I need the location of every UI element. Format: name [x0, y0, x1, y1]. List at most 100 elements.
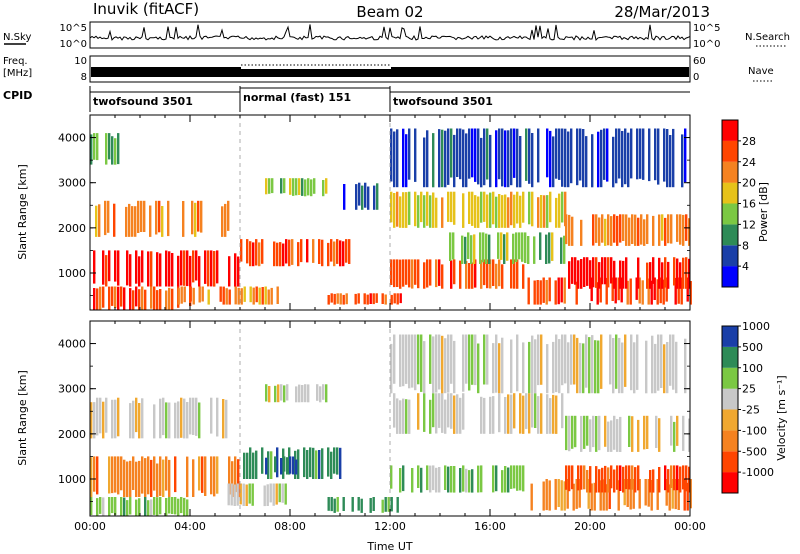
range-time-cell [665, 479, 668, 506]
range-time-cell [402, 259, 405, 287]
range-time-cell [519, 195, 522, 228]
range-time-cell [120, 286, 123, 307]
range-time-cell [114, 497, 117, 515]
range-time-cell [495, 196, 498, 228]
range-time-cell [561, 334, 564, 386]
range-time-cell [192, 287, 195, 305]
range-time-cell [336, 239, 339, 264]
range-time-cell [298, 178, 301, 195]
range-time-cell [658, 467, 661, 493]
freq-band-3 [391, 67, 689, 77]
range-time-cell [597, 131, 600, 188]
range-time-cell [620, 277, 623, 303]
colorbar-tick-label: 28 [742, 135, 756, 148]
range-time-cell [577, 465, 580, 491]
range-time-cell [261, 239, 264, 264]
range-time-cell [114, 138, 117, 165]
range-time-cell [183, 398, 186, 439]
range-time-cell [489, 192, 492, 228]
range-time-cell [552, 136, 555, 188]
range-time-cell [402, 128, 405, 188]
range-time-cell [580, 219, 583, 246]
range-time-cell [527, 277, 530, 305]
range-time-cell [656, 279, 659, 305]
range-time-cell [664, 217, 667, 246]
range-time-cell [271, 178, 274, 194]
range-time-cell [312, 447, 315, 479]
nave-tick-top: 60 [693, 56, 706, 67]
range-time-cell [99, 286, 102, 310]
range-time-cell [432, 336, 435, 394]
range-time-cell [626, 479, 629, 507]
range-time-cell [270, 287, 273, 305]
range-time-cell [558, 193, 561, 228]
range-time-cell [531, 133, 534, 188]
range-time-cell [390, 259, 393, 285]
cpid-segment-label: twofsound 3501 [393, 95, 493, 108]
range-time-cell [150, 459, 153, 497]
range-time-cell [399, 293, 402, 304]
range-time-cell [249, 241, 252, 267]
nsearch-tick-top: 10^5 [693, 23, 720, 34]
range-time-cell [177, 498, 180, 516]
range-time-cell [618, 128, 621, 179]
range-time-cell [613, 260, 616, 289]
range-time-cell [123, 287, 126, 310]
range-time-cell [351, 497, 354, 512]
range-time-cell [201, 286, 204, 302]
range-time-cell [165, 456, 168, 491]
range-time-cell [168, 251, 171, 287]
range-time-cell [295, 459, 298, 475]
range-time-cell [561, 393, 564, 429]
range-time-cell [685, 465, 688, 492]
range-time-cell [634, 214, 637, 246]
range-time-cell [495, 465, 498, 492]
range-time-cell [156, 252, 159, 287]
range-time-cell [528, 393, 531, 434]
range-time-cell [586, 257, 589, 286]
range-time-cell [243, 286, 246, 302]
range-time-cell [240, 239, 243, 262]
range-time-cell [402, 334, 405, 387]
range-time-cell [667, 469, 670, 493]
range-time-cell [515, 232, 518, 262]
range-time-cell [647, 278, 650, 305]
range-time-cell [277, 384, 280, 403]
range-time-cell [528, 191, 531, 225]
range-time-cell [613, 415, 616, 450]
range-time-cell [577, 260, 580, 289]
range-time-cell [219, 286, 222, 302]
range-time-cell [396, 259, 399, 287]
range-time-cell [598, 262, 601, 289]
range-time-cell [450, 466, 453, 493]
range-time-cell [402, 192, 405, 228]
y-tick-label: 3000 [58, 383, 86, 396]
range-time-cell [210, 456, 213, 495]
range-time-cell [638, 277, 641, 304]
range-time-cell [393, 131, 396, 188]
range-time-cell [594, 340, 597, 394]
range-time-cell [528, 128, 531, 184]
range-time-cell [631, 465, 634, 490]
range-time-cell [295, 178, 298, 196]
range-time-cell [510, 191, 513, 226]
range-time-cell [549, 398, 552, 434]
range-time-cell [242, 483, 245, 506]
range-time-cell [141, 398, 144, 439]
range-time-cell [537, 197, 540, 228]
range-time-cell [452, 232, 455, 260]
colorbar-block [722, 182, 738, 204]
range-time-cell [96, 397, 99, 436]
range-time-cell [249, 286, 252, 303]
range-time-cell [321, 448, 324, 479]
range-time-cell [384, 497, 387, 512]
range-time-cell [627, 132, 630, 188]
range-time-cell [447, 128, 450, 185]
range-time-cell [533, 280, 536, 305]
range-time-cell [180, 286, 183, 304]
range-time-cell [266, 484, 269, 506]
range-time-cell [156, 463, 159, 497]
range-time-cell [688, 258, 691, 289]
range-time-cell [144, 497, 147, 516]
range-time-cell [498, 343, 501, 394]
